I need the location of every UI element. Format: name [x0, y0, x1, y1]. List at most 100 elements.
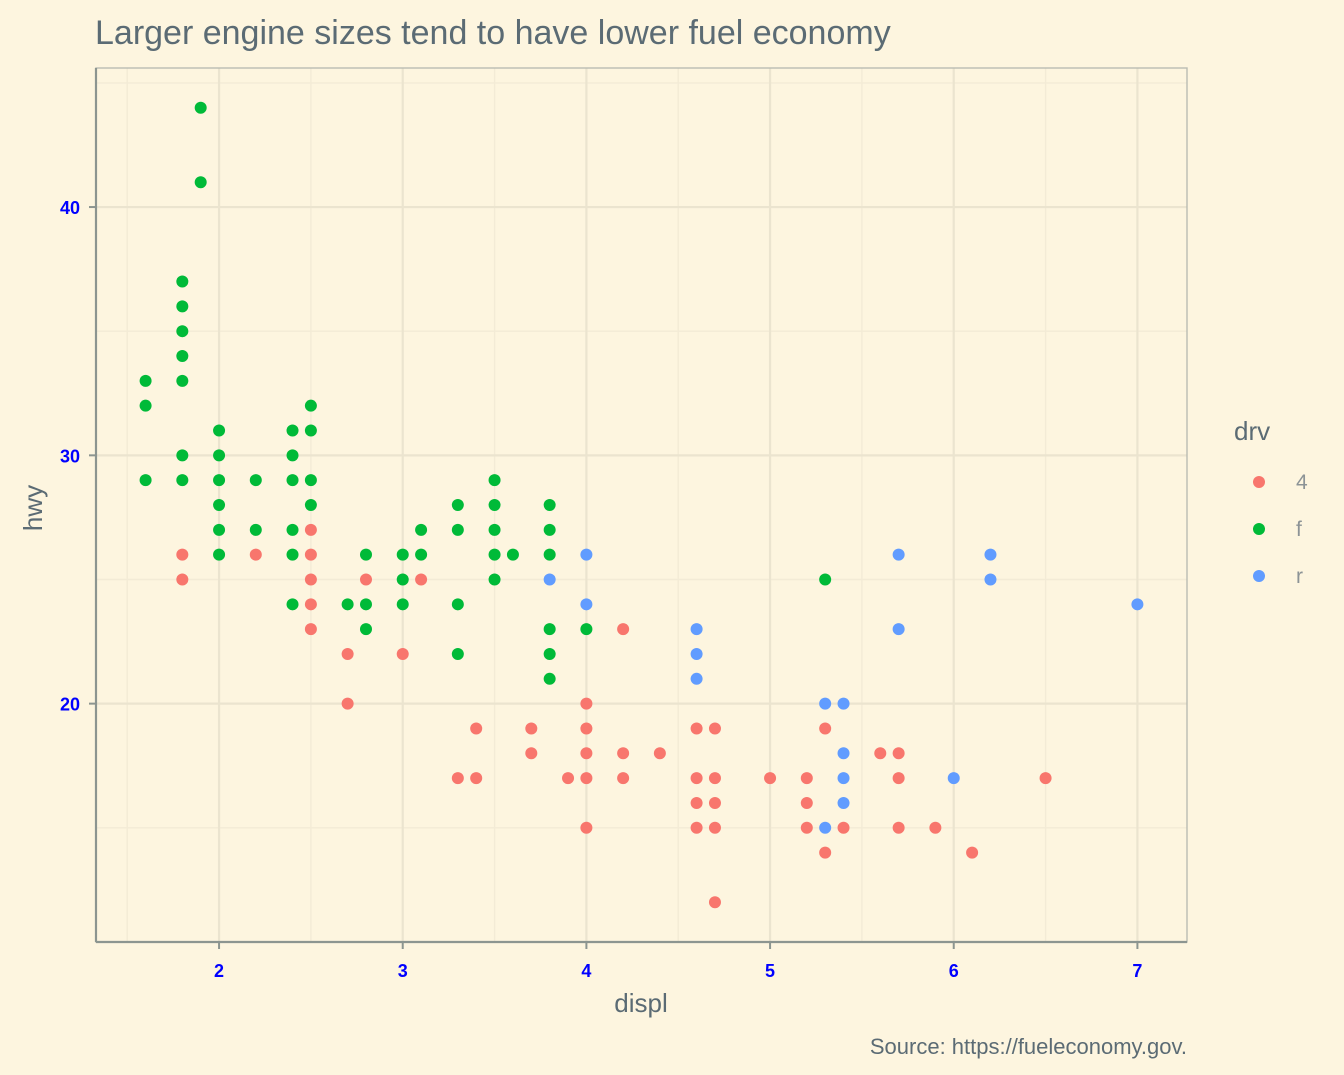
chart-caption: Source: https://fueleconomy.gov. — [870, 1034, 1187, 1059]
data-point-f — [543, 499, 556, 511]
data-point-f — [213, 548, 226, 561]
data-point-f — [488, 523, 501, 536]
data-point-r — [947, 772, 960, 785]
plot-axes — [94, 67, 1188, 944]
data-point-r — [819, 697, 832, 710]
data-point-f — [194, 101, 207, 114]
data-point-f — [304, 474, 317, 487]
data-point-f — [396, 548, 409, 561]
data-point-4 — [304, 623, 317, 636]
data-point-4 — [800, 821, 813, 834]
legend-title: drv — [1234, 416, 1270, 446]
data-point-4 — [176, 573, 189, 586]
legend-label-4: 4 — [1296, 471, 1308, 494]
data-point-4 — [304, 598, 317, 611]
data-point-4 — [929, 821, 942, 834]
data-point-f — [543, 523, 556, 536]
data-point-r — [837, 747, 850, 760]
data-point-f — [451, 598, 464, 611]
data-point-4 — [562, 772, 575, 785]
data-point-f — [213, 523, 226, 536]
data-point-r — [819, 821, 832, 834]
data-point-4 — [708, 896, 721, 909]
data-point-4 — [708, 796, 721, 809]
data-point-4 — [819, 846, 832, 859]
data-point-f — [304, 424, 317, 437]
data-point-4 — [764, 772, 777, 785]
data-point-f — [139, 474, 152, 487]
data-point-4 — [580, 772, 593, 785]
data-point-f — [304, 499, 317, 511]
x-tick-label: 3 — [398, 961, 408, 981]
data-point-4 — [708, 821, 721, 834]
data-point-4 — [304, 523, 317, 536]
data-point-f — [194, 176, 207, 189]
data-point-4 — [892, 772, 905, 785]
data-point-f — [543, 672, 556, 685]
data-point-f — [213, 424, 226, 437]
data-point-4 — [617, 623, 630, 636]
data-point-4 — [396, 647, 409, 660]
data-point-f — [415, 548, 428, 561]
data-point-f — [396, 573, 409, 586]
data-point-f — [543, 647, 556, 660]
y-axis-title: hwy — [18, 485, 48, 531]
data-point-f — [451, 647, 464, 660]
legend-label-f: f — [1296, 518, 1302, 541]
x-axis-ticks: 2 3 4 5 6 7 — [214, 942, 1142, 981]
data-point-4 — [653, 747, 666, 760]
data-point-f — [543, 623, 556, 636]
data-point-4 — [837, 821, 850, 834]
x-tick-label: 4 — [581, 961, 591, 981]
data-point-f — [580, 623, 593, 636]
plot-grid — [96, 68, 1187, 942]
data-point-4 — [580, 722, 593, 735]
data-point-f — [341, 598, 354, 611]
data-point-4 — [451, 772, 464, 785]
data-point-4 — [892, 821, 905, 834]
data-point-f — [176, 350, 189, 363]
data-point-f — [213, 449, 226, 462]
data-point-4 — [708, 722, 721, 735]
data-point-4 — [341, 647, 354, 660]
plot-panel-border — [95, 67, 1188, 943]
data-point-4 — [690, 821, 703, 834]
data-point-r — [892, 548, 905, 561]
data-point-f — [176, 275, 189, 288]
data-point-r — [580, 548, 593, 561]
data-point-4 — [800, 772, 813, 785]
data-point-4 — [800, 796, 813, 809]
data-point-f — [304, 399, 317, 412]
data-point-4 — [892, 747, 905, 760]
data-point-4 — [470, 722, 483, 735]
data-point-f — [286, 424, 299, 437]
data-point-4 — [359, 573, 372, 586]
data-point-f — [249, 523, 262, 536]
data-point-r — [837, 697, 850, 710]
data-point-4 — [525, 722, 538, 735]
data-point-f — [213, 499, 226, 511]
y-tick-label: 20 — [60, 695, 80, 715]
data-point-4 — [470, 772, 483, 785]
x-axis-title: displ — [614, 988, 667, 1018]
data-point-4 — [580, 697, 593, 710]
data-point-4 — [708, 772, 721, 785]
data-point-f — [213, 474, 226, 487]
data-point-r — [690, 623, 703, 636]
legend-key-f — [1253, 523, 1265, 535]
data-point-f — [176, 449, 189, 462]
data-point-r — [543, 573, 556, 586]
data-point-f — [451, 523, 464, 536]
data-point-r — [837, 772, 850, 785]
data-point-f — [139, 374, 152, 387]
data-point-f — [286, 598, 299, 611]
data-point-r — [892, 623, 905, 636]
data-point-f — [249, 474, 262, 487]
data-point-4 — [690, 772, 703, 785]
y-tick-label: 30 — [60, 446, 80, 466]
y-tick-label: 40 — [60, 198, 80, 218]
data-point-4 — [304, 548, 317, 561]
data-point-4 — [580, 747, 593, 760]
x-tick-label: 2 — [214, 961, 224, 981]
